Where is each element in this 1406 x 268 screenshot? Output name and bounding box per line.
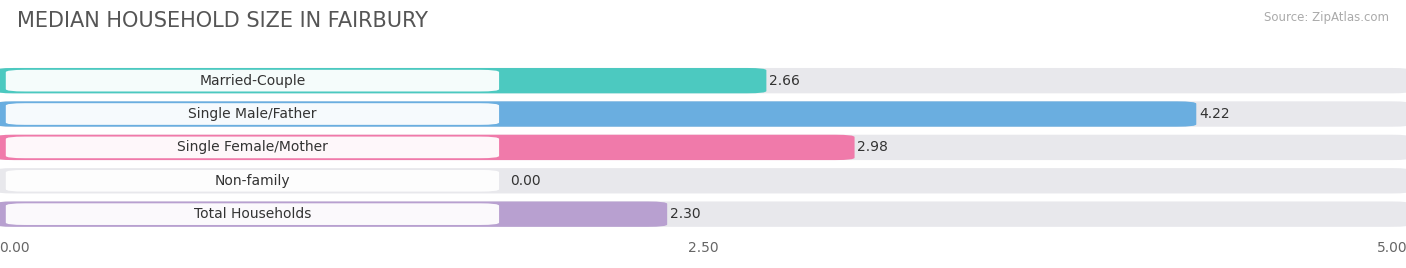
Text: 4.22: 4.22 xyxy=(1199,107,1230,121)
FancyBboxPatch shape xyxy=(0,101,1406,127)
FancyBboxPatch shape xyxy=(0,68,1406,93)
Text: Single Female/Mother: Single Female/Mother xyxy=(177,140,328,154)
FancyBboxPatch shape xyxy=(0,168,1406,193)
Text: Single Male/Father: Single Male/Father xyxy=(188,107,316,121)
Text: Source: ZipAtlas.com: Source: ZipAtlas.com xyxy=(1264,11,1389,24)
FancyBboxPatch shape xyxy=(6,170,499,192)
FancyBboxPatch shape xyxy=(0,202,668,227)
FancyBboxPatch shape xyxy=(6,103,499,125)
Text: MEDIAN HOUSEHOLD SIZE IN FAIRBURY: MEDIAN HOUSEHOLD SIZE IN FAIRBURY xyxy=(17,11,427,31)
FancyBboxPatch shape xyxy=(6,137,499,158)
Text: Married-Couple: Married-Couple xyxy=(200,74,305,88)
Text: 0.00: 0.00 xyxy=(510,174,541,188)
Text: 2.30: 2.30 xyxy=(669,207,700,221)
Text: Total Households: Total Households xyxy=(194,207,311,221)
Text: 2.98: 2.98 xyxy=(858,140,889,154)
FancyBboxPatch shape xyxy=(0,68,766,93)
FancyBboxPatch shape xyxy=(0,135,855,160)
FancyBboxPatch shape xyxy=(6,70,499,91)
Text: 2.66: 2.66 xyxy=(769,74,800,88)
FancyBboxPatch shape xyxy=(0,202,1406,227)
FancyBboxPatch shape xyxy=(0,135,1406,160)
FancyBboxPatch shape xyxy=(6,203,499,225)
Text: Non-family: Non-family xyxy=(215,174,290,188)
FancyBboxPatch shape xyxy=(0,101,1197,127)
